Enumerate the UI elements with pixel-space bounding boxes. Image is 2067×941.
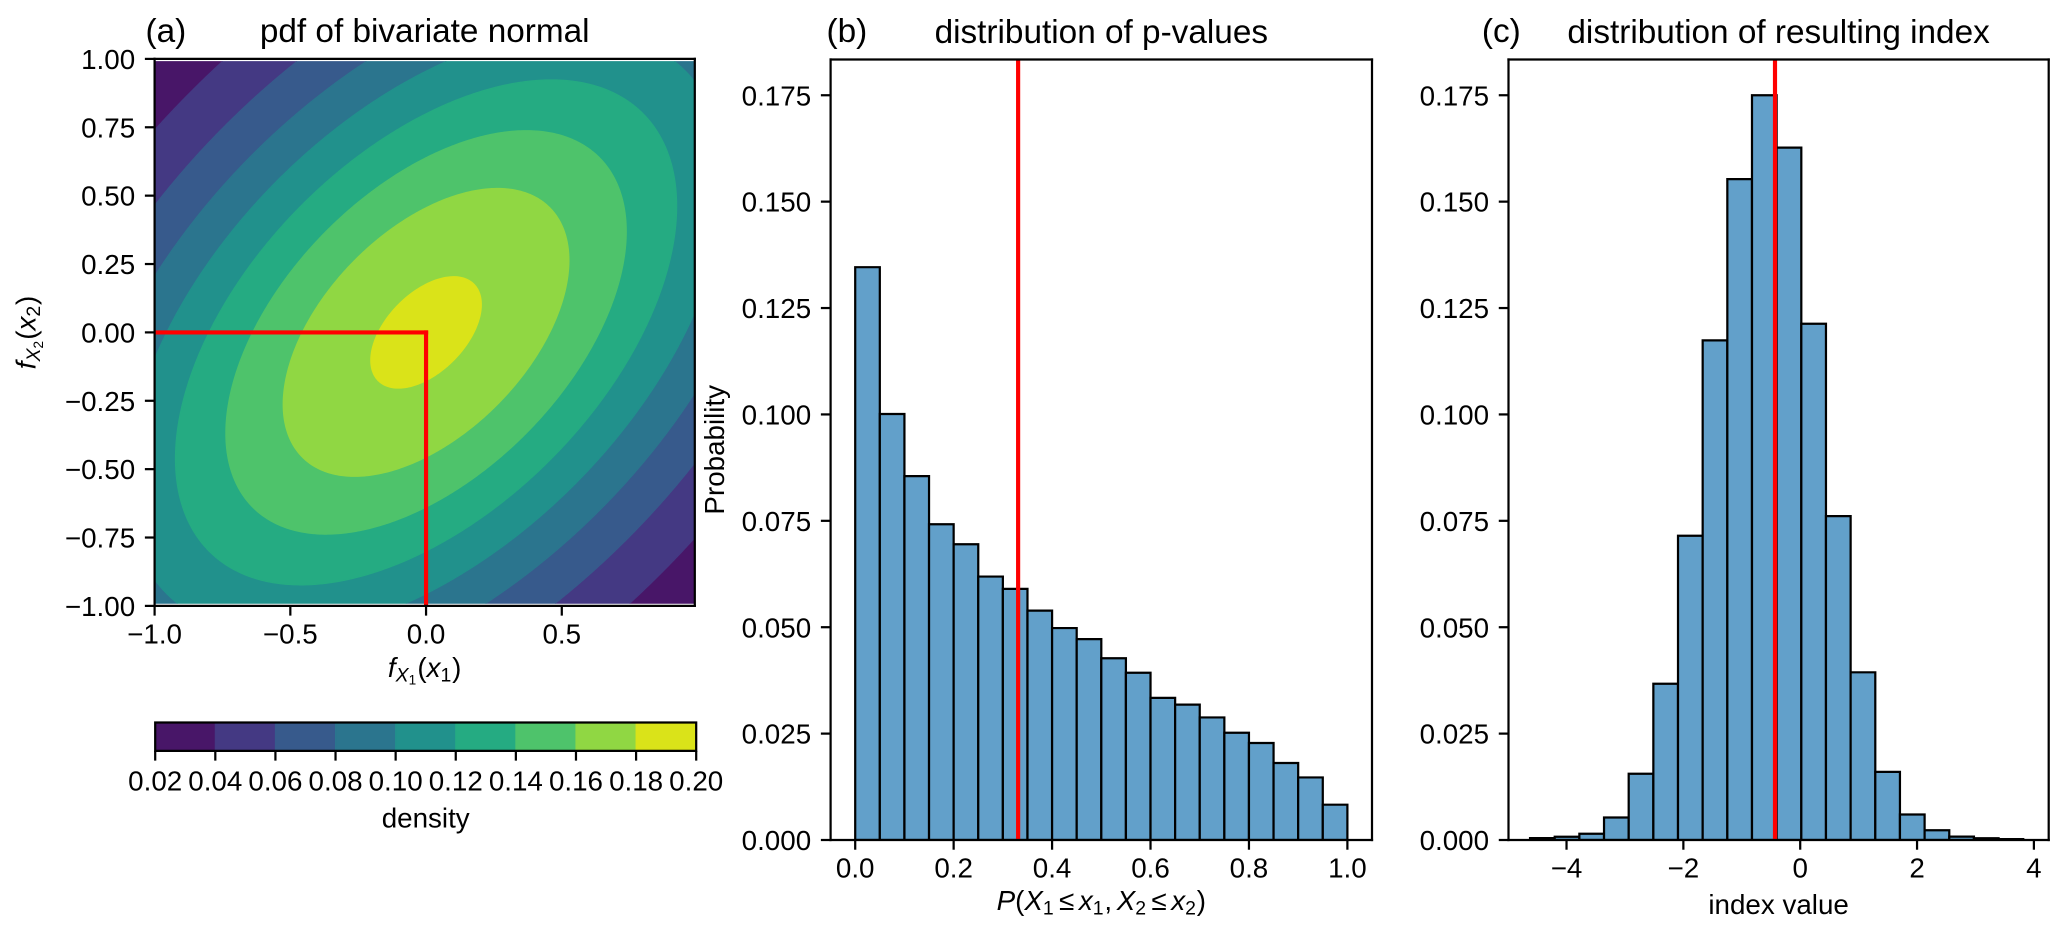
svg-text:0.175: 0.175 (742, 80, 811, 111)
svg-text:Probability: Probability (699, 385, 730, 515)
svg-text:0.050: 0.050 (742, 612, 811, 643)
svg-text:(a): (a) (146, 13, 187, 50)
svg-text:pdf of bivariate normal: pdf of bivariate normal (260, 13, 590, 50)
svg-text:−4: −4 (1551, 853, 1583, 884)
svg-text:−2: −2 (1668, 853, 1700, 884)
svg-text:0.2: 0.2 (934, 853, 973, 884)
svg-text:0.0: 0.0 (407, 619, 446, 650)
svg-text:0.00: 0.00 (81, 317, 135, 348)
svg-text:0.08: 0.08 (309, 765, 363, 796)
svg-text:P X x X: P X x X x ( ≤ , ≤ ) 1 1 2 2 (997, 871, 1219, 924)
svg-text:0.100: 0.100 (742, 399, 811, 430)
svg-text:4: 4 (2026, 853, 2041, 884)
svg-text:0.75: 0.75 (81, 112, 135, 143)
svg-text:−0.50: −0.50 (65, 454, 135, 485)
svg-text:(c): (c) (1482, 13, 1521, 50)
svg-text:0.25: 0.25 (81, 249, 135, 280)
svg-text:0.0: 0.0 (836, 853, 875, 884)
svg-text:0.6: 0.6 (1131, 853, 1170, 884)
svg-text:0.100: 0.100 (1420, 399, 1489, 430)
svg-text:0.10: 0.10 (369, 765, 423, 796)
svg-text:1.00: 1.00 (81, 44, 135, 75)
svg-text:−1.0: −1.0 (127, 619, 182, 650)
svg-text:0.075: 0.075 (1420, 506, 1489, 537)
svg-text:0.18: 0.18 (609, 765, 663, 796)
svg-text:0: 0 (1792, 853, 1807, 884)
svg-text:−0.25: −0.25 (65, 386, 135, 417)
svg-text:0.16: 0.16 (549, 765, 603, 796)
svg-text:distribution of resulting inde: distribution of resulting index (1567, 14, 1990, 51)
svg-text:0.02: 0.02 (128, 765, 182, 796)
svg-text:0.20: 0.20 (669, 765, 723, 796)
svg-text:0.150: 0.150 (742, 187, 811, 218)
svg-text:0.14: 0.14 (489, 765, 543, 796)
svg-text:1.0: 1.0 (1328, 853, 1367, 884)
svg-text:0.150: 0.150 (1420, 187, 1489, 218)
svg-text:0.04: 0.04 (188, 765, 242, 796)
svg-text:0.125: 0.125 (742, 293, 811, 324)
svg-text:f x X 2: f x X 2 ( ) 2 (0, 283, 53, 369)
svg-text:0.8: 0.8 (1230, 853, 1269, 884)
svg-text:0.000: 0.000 (742, 825, 811, 856)
svg-text:−0.75: −0.75 (65, 523, 135, 554)
svg-text:2: 2 (1909, 853, 1924, 884)
svg-text:0.175: 0.175 (1420, 80, 1489, 111)
svg-text:0.06: 0.06 (248, 765, 302, 796)
svg-text:f x X 1: f x X 1 ( ) 1 (388, 638, 474, 694)
svg-text:index value: index value (1708, 889, 1848, 920)
svg-text:0.025: 0.025 (742, 719, 811, 750)
svg-text:0.000: 0.000 (1420, 825, 1489, 856)
svg-text:0.025: 0.025 (1420, 719, 1489, 750)
svg-text:0.050: 0.050 (1420, 612, 1489, 643)
svg-text:0.5: 0.5 (542, 619, 581, 650)
svg-text:0.4: 0.4 (1033, 853, 1072, 884)
svg-text:−0.5: −0.5 (263, 619, 318, 650)
svg-text:−1.00: −1.00 (65, 591, 135, 622)
svg-text:distribution of p-values: distribution of p-values (935, 14, 1268, 51)
svg-text:0.50: 0.50 (81, 181, 135, 212)
svg-text:0.12: 0.12 (429, 765, 483, 796)
svg-text:0.125: 0.125 (1420, 293, 1489, 324)
svg-text:(b): (b) (827, 13, 868, 50)
svg-text:0.075: 0.075 (742, 506, 811, 537)
svg-text:density: density (382, 802, 470, 833)
